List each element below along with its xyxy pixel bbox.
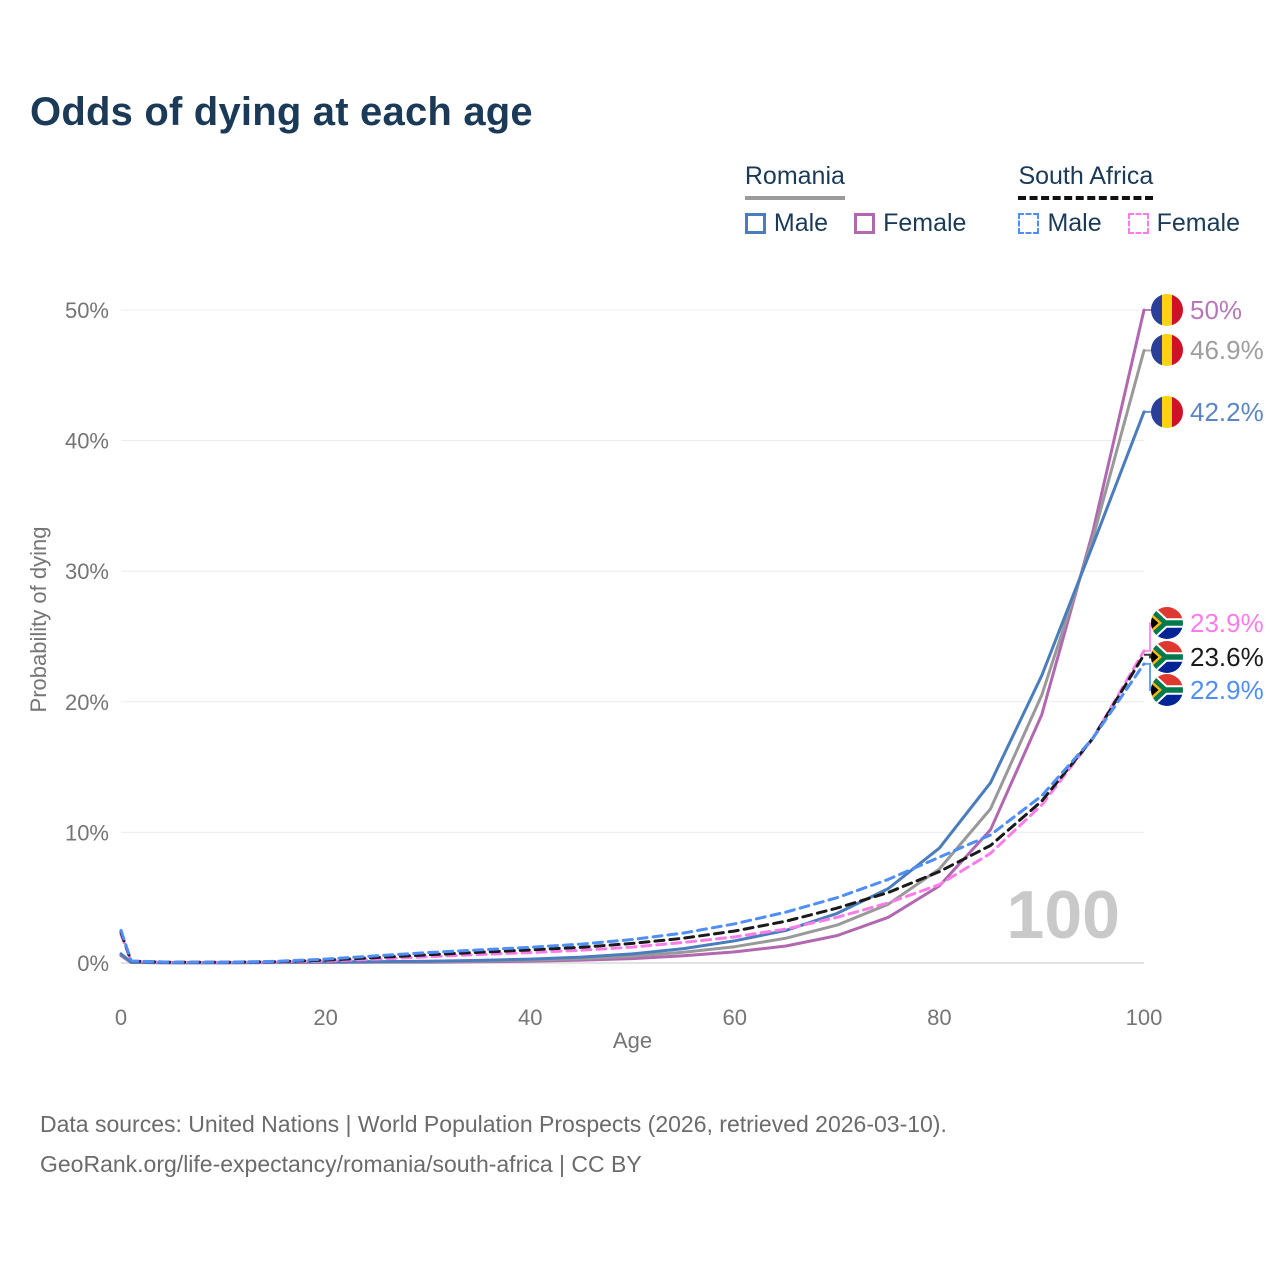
- x-tick-label-60: 60: [723, 1005, 747, 1030]
- y-axis-title: Probability of dying: [26, 527, 51, 713]
- y-tick-label-40: 40%: [65, 429, 109, 454]
- dashed-line-swatch-icon: [1018, 213, 1040, 234]
- dashed-line-swatch-icon: [1127, 213, 1149, 234]
- series-line-south-africa-both[interactable]: [119, 653, 1146, 964]
- legend-item-label: Male: [773, 209, 829, 237]
- series-line-south-africa-female[interactable]: [119, 649, 1146, 964]
- series-line-south-africa-male[interactable]: [119, 662, 1146, 964]
- footer-data-sources: Data sources: United Nations | World Pop…: [40, 1111, 947, 1137]
- age-watermark: 100: [1007, 877, 1120, 953]
- x-tick-label-0: 0: [115, 1005, 127, 1030]
- legend-item-south-africa-male[interactable]: Male: [1018, 209, 1102, 238]
- solid-line-swatch-icon: [744, 213, 766, 234]
- legend-items-south-africa: Male Female: [1018, 209, 1240, 238]
- legend-item-south-africa-female[interactable]: Female: [1127, 209, 1240, 238]
- end-connector-south-africa-both: [1144, 653, 1153, 659]
- x-tick-label-100: 100: [1126, 1005, 1163, 1030]
- x-tick-label-80: 80: [927, 1005, 951, 1030]
- y-tick-label-30: 30%: [65, 559, 109, 584]
- x-tick-label-20: 20: [313, 1005, 337, 1030]
- series-line-romania-male[interactable]: [119, 410, 1146, 965]
- legend-group-title-south-africa[interactable]: South Africa: [1018, 162, 1154, 200]
- footer-attribution: GeoRank.org/life-expectancy/romania/sout…: [40, 1151, 642, 1177]
- legend-group-romania: Romania Male Female: [744, 162, 966, 238]
- legend-item-label: Female: [1156, 209, 1240, 237]
- series-line-romania-both[interactable]: [119, 349, 1146, 965]
- legend-item-label: Male: [1047, 209, 1102, 237]
- end-connector-south-africa-male: [1144, 662, 1153, 692]
- x-tick-label-40: 40: [518, 1005, 542, 1030]
- legend-group-title-romania[interactable]: Romania: [744, 162, 845, 200]
- end-connector-south-africa-female: [1144, 622, 1153, 652]
- legend: Romania Male Female South Africa Male Fema…: [744, 162, 1240, 238]
- y-tick-label-20: 20%: [65, 690, 109, 715]
- y-tick-label-50: 50%: [65, 298, 109, 323]
- legend-item-label: Female: [883, 209, 967, 237]
- page-title: Odds of dying at each age: [30, 90, 533, 134]
- legend-items-romania: Male Female: [744, 209, 966, 238]
- legend-item-romania-female[interactable]: Female: [854, 209, 966, 238]
- legend-item-romania-male[interactable]: Male: [744, 209, 829, 238]
- y-tick-label-10: 10%: [65, 820, 109, 845]
- solid-line-swatch-icon: [854, 213, 876, 234]
- y-tick-label-0: 0%: [77, 951, 109, 976]
- series-line-romania-female[interactable]: [119, 308, 1146, 965]
- legend-group-south-africa: South Africa Male Female: [1018, 162, 1240, 238]
- x-axis-title: Age: [613, 1028, 652, 1053]
- footer: Data sources: United Nations | World Pop…: [40, 1104, 947, 1184]
